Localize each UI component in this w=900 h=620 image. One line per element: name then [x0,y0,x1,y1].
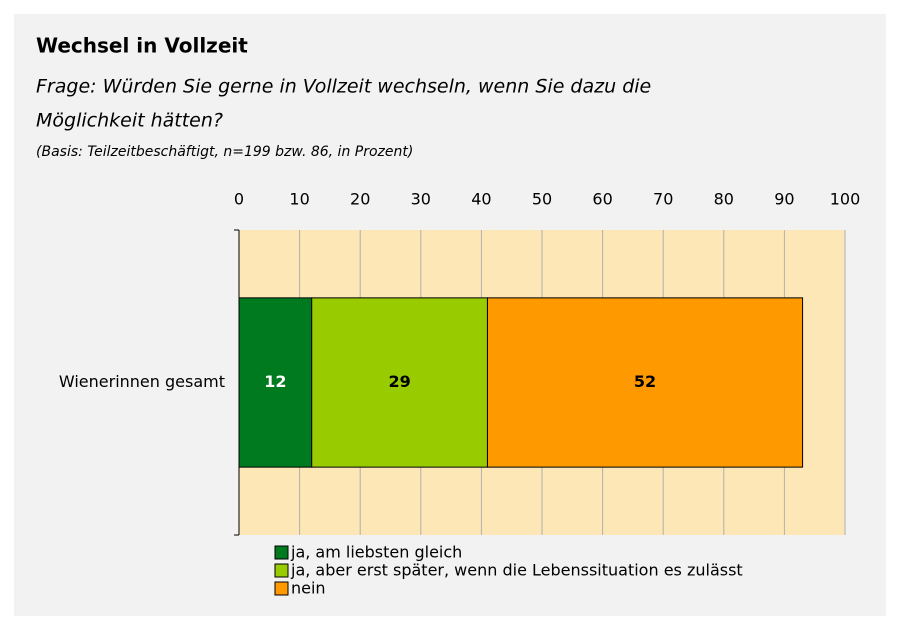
y-tick-label: Wienerinnen gesamt [59,372,225,391]
x-tick-label: 0 [234,190,244,209]
legend-label: ja, am liebsten gleich [290,543,462,562]
bar-segment [238,297,313,468]
x-tick-label: 90 [774,190,794,209]
subtitle: Möglichkeit hätten? [36,110,223,132]
x-tick-label: 60 [592,190,612,209]
x-tick-label: 80 [714,190,734,209]
data-label: 12 [264,372,286,391]
x-tick-label: 10 [289,190,309,209]
bar-segment [486,297,804,468]
legend-label: ja, aber erst später, wenn die Lebenssit… [290,561,743,580]
x-tick-label: 30 [411,190,431,209]
x-tick-label: 70 [653,190,673,209]
data-label: 52 [634,372,656,391]
legend-label: nein [291,579,326,598]
legend-swatch [274,581,289,596]
x-tick-label: 40 [471,190,491,209]
data-label: 29 [388,372,410,391]
legend-swatch [274,563,289,578]
subtitle: Frage: Würden Sie gerne in Vollzeit wech… [36,76,651,98]
legend-swatch [274,545,289,560]
bar-segment [311,297,488,468]
x-tick-label: 50 [532,190,552,209]
chart-title: Wechsel in Vollzeit [36,34,248,58]
note: (Basis: Teilzeitbeschäftigt, n=199 bzw. … [36,144,413,160]
x-tick-label: 100 [830,190,861,209]
x-tick-label: 20 [350,190,370,209]
